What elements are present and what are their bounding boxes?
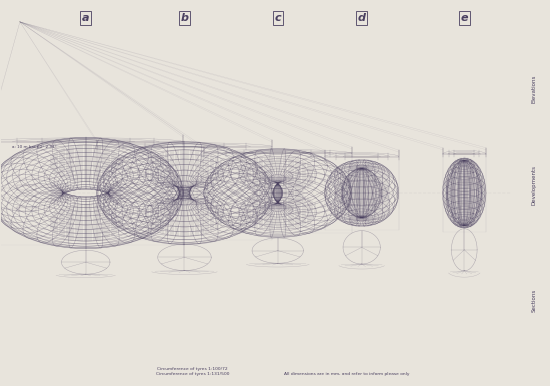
Text: a: 10 m bre 60° 2 37°: a: 10 m bre 60° 2 37°	[12, 145, 57, 149]
Text: d: d	[358, 13, 366, 23]
Text: Elevations: Elevations	[531, 75, 536, 103]
Text: a: a	[82, 13, 90, 23]
Text: Circumference of tyres 1:100/72
Circumference of tyres 1:131/500: Circumference of tyres 1:100/72 Circumfe…	[156, 367, 229, 376]
Text: All dimensions are in mm, and refer to inform please only: All dimensions are in mm, and refer to i…	[284, 372, 409, 376]
Text: b: b	[180, 13, 189, 23]
Text: c: c	[274, 13, 281, 23]
Text: Sections: Sections	[531, 289, 536, 312]
Text: Developments: Developments	[531, 165, 536, 205]
Text: e: e	[460, 13, 468, 23]
